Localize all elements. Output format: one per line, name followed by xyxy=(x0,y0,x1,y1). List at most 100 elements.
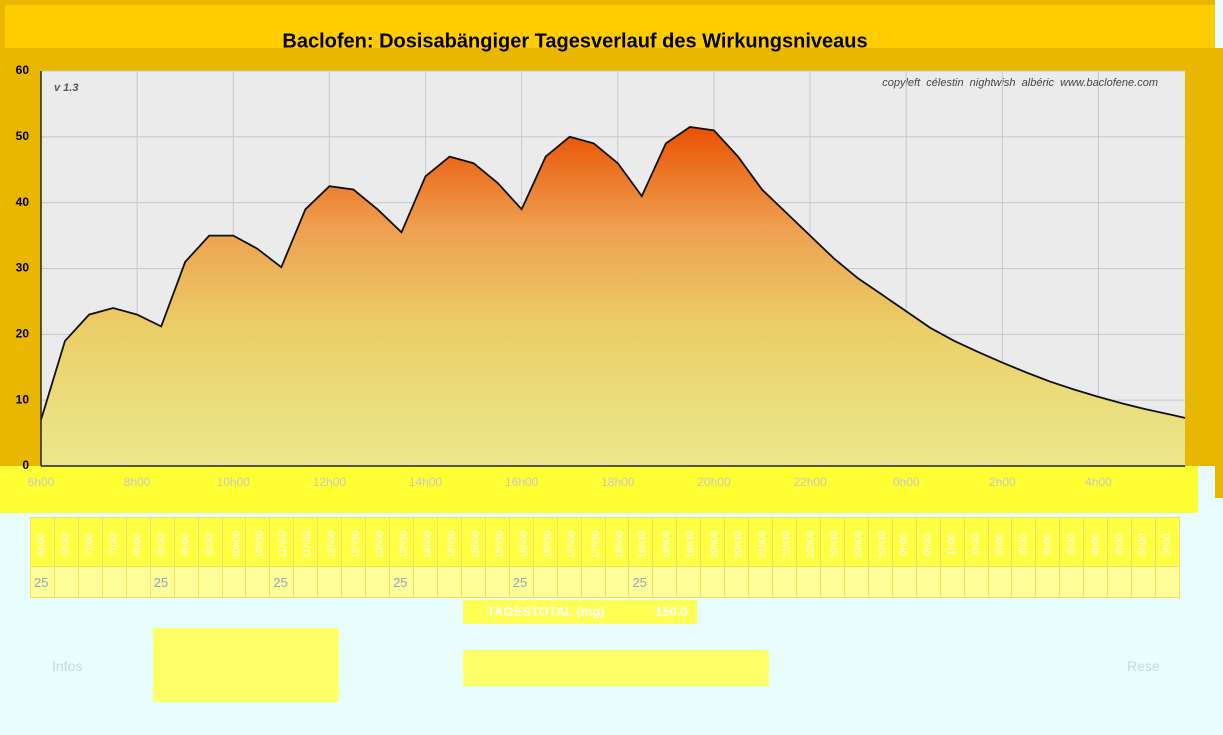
header-cell: 9h00 xyxy=(173,517,199,567)
header-label: 21h00 xyxy=(757,530,769,558)
header-label: 12h00 xyxy=(326,530,338,558)
header-label: 23h00 xyxy=(853,530,865,558)
dose-cell xyxy=(556,566,582,598)
header-label: 0h00 xyxy=(898,532,910,556)
dose-cell xyxy=(173,566,199,598)
header-label: 15h00 xyxy=(470,530,482,558)
dose-cell xyxy=(77,566,103,598)
dose-cell xyxy=(484,566,510,598)
header-cell: 2h30 xyxy=(1011,517,1037,567)
dose-cell xyxy=(891,566,917,598)
header-label: 2h30 xyxy=(1018,532,1030,556)
header-label: 8h00 xyxy=(132,532,144,556)
header-cell: 22h00 xyxy=(796,517,821,567)
x-tick-label: 14h00 xyxy=(409,475,443,489)
header-cell: 16h00 xyxy=(508,517,534,567)
header-label: 22h00 xyxy=(805,530,817,558)
dose-cell: 25 xyxy=(269,566,295,598)
dose-cell xyxy=(245,566,271,598)
dose-cell xyxy=(125,566,151,598)
dose-cell xyxy=(293,566,319,598)
dose-cell xyxy=(101,566,127,598)
dose-cell xyxy=(819,566,845,598)
header-label: 18h30 xyxy=(637,530,649,558)
dose-cell xyxy=(365,566,391,598)
dose-cell xyxy=(748,566,774,598)
copyright: copyleft célestin nightwish albéric www.… xyxy=(882,77,1158,89)
dose-cell xyxy=(53,566,79,598)
reset-button[interactable]: Rese xyxy=(1127,658,1160,674)
header-label: 14h00 xyxy=(422,530,434,558)
header-label: 3h30 xyxy=(1066,532,1078,556)
header-cell: 0h30 xyxy=(915,517,941,567)
dose-cell xyxy=(436,566,462,598)
header-label: 10h00 xyxy=(230,530,242,558)
dose-cell: 25 xyxy=(30,566,55,598)
x-tick-label: 18h00 xyxy=(601,475,635,489)
header-cell: 1h00 xyxy=(939,517,965,567)
y-tick-label: 10 xyxy=(16,392,30,406)
y-tick-label: 60 xyxy=(16,63,30,77)
dose-cell xyxy=(1131,566,1157,598)
dose-cell xyxy=(1035,566,1061,598)
dose-cell xyxy=(197,566,223,598)
frame-edge xyxy=(1215,48,1223,498)
header-cell: 16h30 xyxy=(532,517,558,567)
header-label: 3h00 xyxy=(1042,532,1054,556)
dose-cell xyxy=(915,566,941,598)
header-label: 7h00 xyxy=(84,532,96,556)
header-label: 18h00 xyxy=(613,530,625,558)
y-tick-label: 30 xyxy=(16,261,30,275)
dose-table: 6h00 6h30 7h00 7h30 8h00 8h30 9h00 9h30 10h00 10h… xyxy=(30,517,1180,598)
header-cell: 15h00 xyxy=(460,517,486,567)
header-label: 19h30 xyxy=(685,530,697,558)
x-tick-label: 16h00 xyxy=(505,475,539,489)
info-panel xyxy=(153,628,339,702)
header-cell: 3h30 xyxy=(1059,517,1085,567)
dose-cell: 25 xyxy=(628,566,654,598)
header-cell: 5h00 xyxy=(1131,517,1157,567)
header-cell: 15h30 xyxy=(484,517,510,567)
header-label: 11h30 xyxy=(302,530,314,558)
header-label: 5h30 xyxy=(1162,532,1174,556)
header-label: 10h30 xyxy=(254,530,266,558)
x-tick-label: 12h00 xyxy=(313,475,347,489)
header-cell: 2h00 xyxy=(987,517,1013,567)
x-tick-label: 10h00 xyxy=(217,475,251,489)
header-label: 21h30 xyxy=(781,530,793,558)
dose-cell xyxy=(963,566,989,598)
header-cell: 8h00 xyxy=(125,517,151,567)
dose-cell xyxy=(772,566,797,598)
header-cell: 1h30 xyxy=(963,517,989,567)
header-cell: 23h30 xyxy=(867,517,893,567)
header-cell: 21h30 xyxy=(772,517,797,567)
header-cell: 9h30 xyxy=(197,517,223,567)
dose-cell xyxy=(413,566,438,598)
header-label: 13h30 xyxy=(398,530,410,558)
header-cell: 6h00 xyxy=(30,517,55,567)
x-tick-label: 0h00 xyxy=(893,475,920,489)
header-label: 17h00 xyxy=(566,530,578,558)
dose-cell: 25 xyxy=(389,566,414,598)
header-cell: 4h30 xyxy=(1107,517,1133,567)
header-cell: 7h30 xyxy=(101,517,127,567)
header-cell: 13h30 xyxy=(389,517,414,567)
dose-cell xyxy=(724,566,750,598)
header-label: 20h30 xyxy=(733,530,745,558)
y-tick-label: 50 xyxy=(16,129,30,143)
area xyxy=(41,127,1185,466)
header-cell: 4h00 xyxy=(1083,517,1109,567)
header-cell: 12h30 xyxy=(341,517,367,567)
header-label: 7h30 xyxy=(108,532,120,556)
total-box: TAGESTOTAL (mg) 150.0 xyxy=(463,600,697,624)
dose-cell xyxy=(987,566,1013,598)
header-cell: 18h30 xyxy=(628,517,654,567)
header-cell: 18h00 xyxy=(604,517,630,567)
y-tick-label: 40 xyxy=(16,195,30,209)
line xyxy=(40,126,1186,421)
dose-cell: 25 xyxy=(508,566,534,598)
infos-button[interactable]: Infos xyxy=(52,658,83,674)
dose-cell xyxy=(1155,566,1180,598)
dose-cell xyxy=(1011,566,1037,598)
